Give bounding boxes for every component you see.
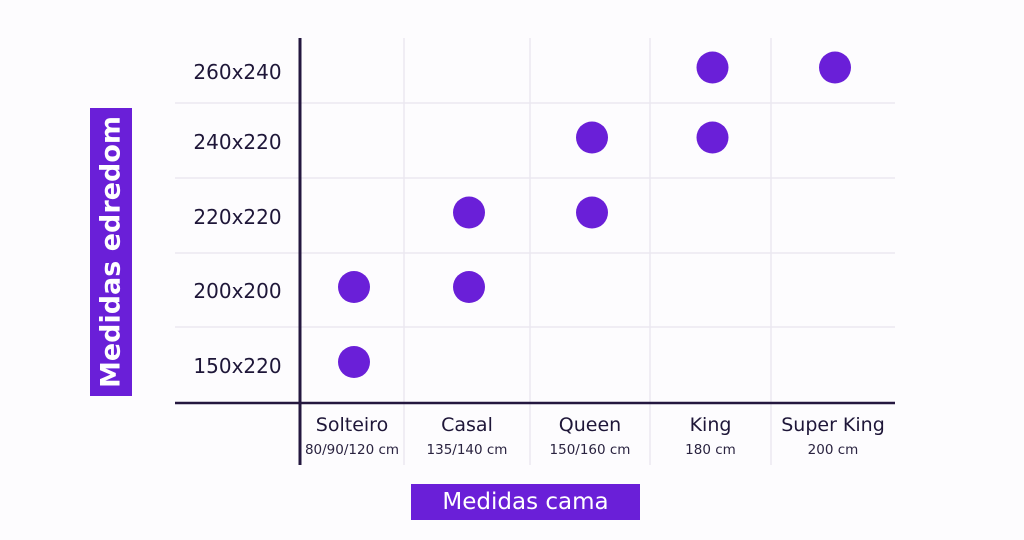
data-point [696, 121, 729, 154]
x-tick-size: 180 cm [685, 442, 736, 458]
x-tick-size: 135/140 cm [426, 442, 508, 458]
data-point [453, 196, 485, 229]
x-tick-label: Super King 200 cm [771, 414, 895, 458]
x-tick-size: 200 cm [807, 442, 859, 458]
x-tick-name: King [689, 414, 732, 436]
y-tick-label: 240x220 [193, 129, 282, 154]
y-tick-label: 220x220 [193, 204, 282, 229]
data-point [819, 51, 851, 84]
data-point [576, 121, 608, 154]
y-tick-label: 150x220 [193, 354, 282, 378]
y-tick-label: 200x200 [193, 279, 282, 303]
data-point [696, 51, 729, 84]
x-tick-name: Solteiro [315, 414, 389, 436]
x-tick-size: 80/90/120 cm [304, 442, 400, 458]
x-tick-name: Casal [441, 414, 493, 436]
x-tick-name: Super King [781, 414, 885, 436]
x-tick-label: Casal 135/140 cm [404, 414, 530, 458]
x-tick-label: Solteiro 80/90/120 cm [300, 414, 404, 458]
x-axis-label: Medidas cama [411, 484, 640, 520]
data-point [338, 271, 370, 303]
data-point [576, 196, 608, 229]
data-point [453, 271, 485, 303]
x-tick-label: King 180 cm [650, 414, 771, 458]
x-tick-name: Queen [558, 414, 622, 436]
data-point [338, 346, 370, 378]
y-axis-label: Medidas edredom [95, 115, 127, 389]
x-tick-label: Queen 150/160 cm [530, 414, 650, 458]
y-tick-label: 260x240 [193, 59, 282, 84]
y-axis-label-box: Medidas edredom [90, 108, 132, 396]
x-tick-size: 150/160 cm [549, 442, 631, 458]
